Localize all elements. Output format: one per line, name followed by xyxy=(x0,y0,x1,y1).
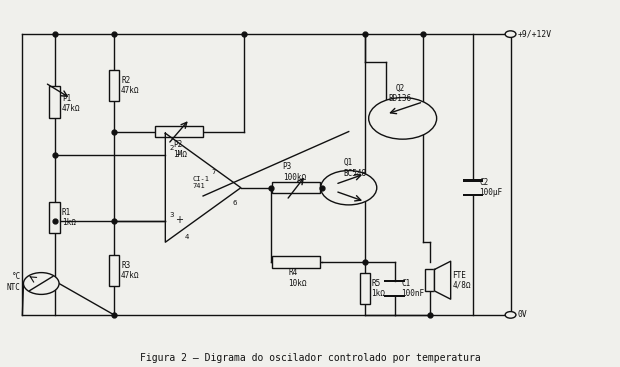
Bar xyxy=(108,255,120,286)
Bar xyxy=(384,280,405,282)
Text: R3
47kΩ: R3 47kΩ xyxy=(121,261,140,280)
Bar xyxy=(463,194,483,196)
Circle shape xyxy=(369,98,436,139)
Bar xyxy=(154,126,203,137)
Polygon shape xyxy=(435,261,451,299)
Bar xyxy=(50,86,60,117)
Text: +9/+12V: +9/+12V xyxy=(518,30,552,39)
Text: R2
47kΩ: R2 47kΩ xyxy=(121,76,140,95)
Bar xyxy=(384,295,405,297)
Text: C2
100μF: C2 100μF xyxy=(479,178,502,197)
Text: 2: 2 xyxy=(170,145,174,151)
Text: Q2
BD136: Q2 BD136 xyxy=(388,84,412,103)
Text: –: – xyxy=(175,149,180,159)
Text: P2
1MΩ: P2 1MΩ xyxy=(174,140,187,159)
Text: °C
NTC: °C NTC xyxy=(7,272,20,291)
Text: Q1
BC548: Q1 BC548 xyxy=(343,158,366,178)
Text: FTE
4/8Ω: FTE 4/8Ω xyxy=(452,270,471,290)
Bar xyxy=(50,202,60,233)
Bar xyxy=(360,273,370,304)
Text: 3: 3 xyxy=(170,212,174,218)
Circle shape xyxy=(321,171,377,205)
Text: 6: 6 xyxy=(232,200,236,206)
Circle shape xyxy=(24,273,59,294)
Bar xyxy=(272,257,321,268)
Circle shape xyxy=(505,31,516,37)
Text: +: + xyxy=(175,215,183,225)
Bar xyxy=(463,179,483,182)
Text: P1
47kΩ: P1 47kΩ xyxy=(62,94,80,113)
Bar xyxy=(272,182,321,193)
Text: CI-1
741: CI-1 741 xyxy=(192,176,210,189)
Circle shape xyxy=(505,312,516,318)
Text: C1
100nF: C1 100nF xyxy=(401,279,424,298)
Text: R1
1kΩ: R1 1kΩ xyxy=(62,208,76,227)
Bar xyxy=(425,269,435,291)
Text: 4: 4 xyxy=(184,233,188,240)
Text: Figura 2 – Digrama do oscilador controlado por temperatura: Figura 2 – Digrama do oscilador controla… xyxy=(140,353,480,363)
Text: P3
100kΩ: P3 100kΩ xyxy=(283,162,306,182)
Text: R4
10kΩ: R4 10kΩ xyxy=(288,268,306,288)
Text: 0V: 0V xyxy=(518,310,527,319)
Text: 7: 7 xyxy=(211,168,216,174)
Text: R5
1kΩ: R5 1kΩ xyxy=(371,279,385,298)
Bar xyxy=(108,70,120,101)
